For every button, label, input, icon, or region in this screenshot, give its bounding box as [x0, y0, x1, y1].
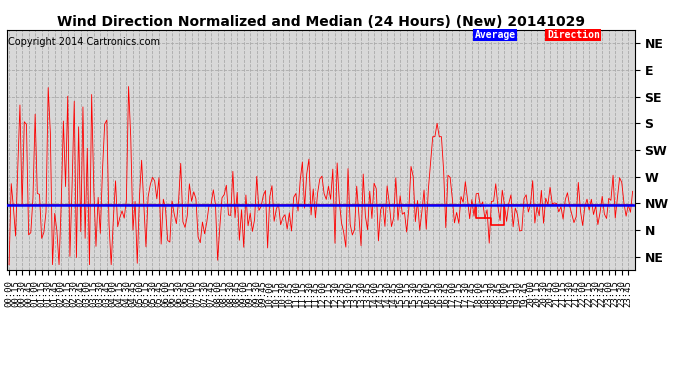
Text: Average: Average: [475, 30, 516, 40]
Title: Wind Direction Normalized and Median (24 Hours) (New) 20141029: Wind Direction Normalized and Median (24…: [57, 15, 585, 29]
Text: Direction: Direction: [547, 30, 600, 40]
Text: Copyright 2014 Cartronics.com: Copyright 2014 Cartronics.com: [8, 37, 160, 47]
